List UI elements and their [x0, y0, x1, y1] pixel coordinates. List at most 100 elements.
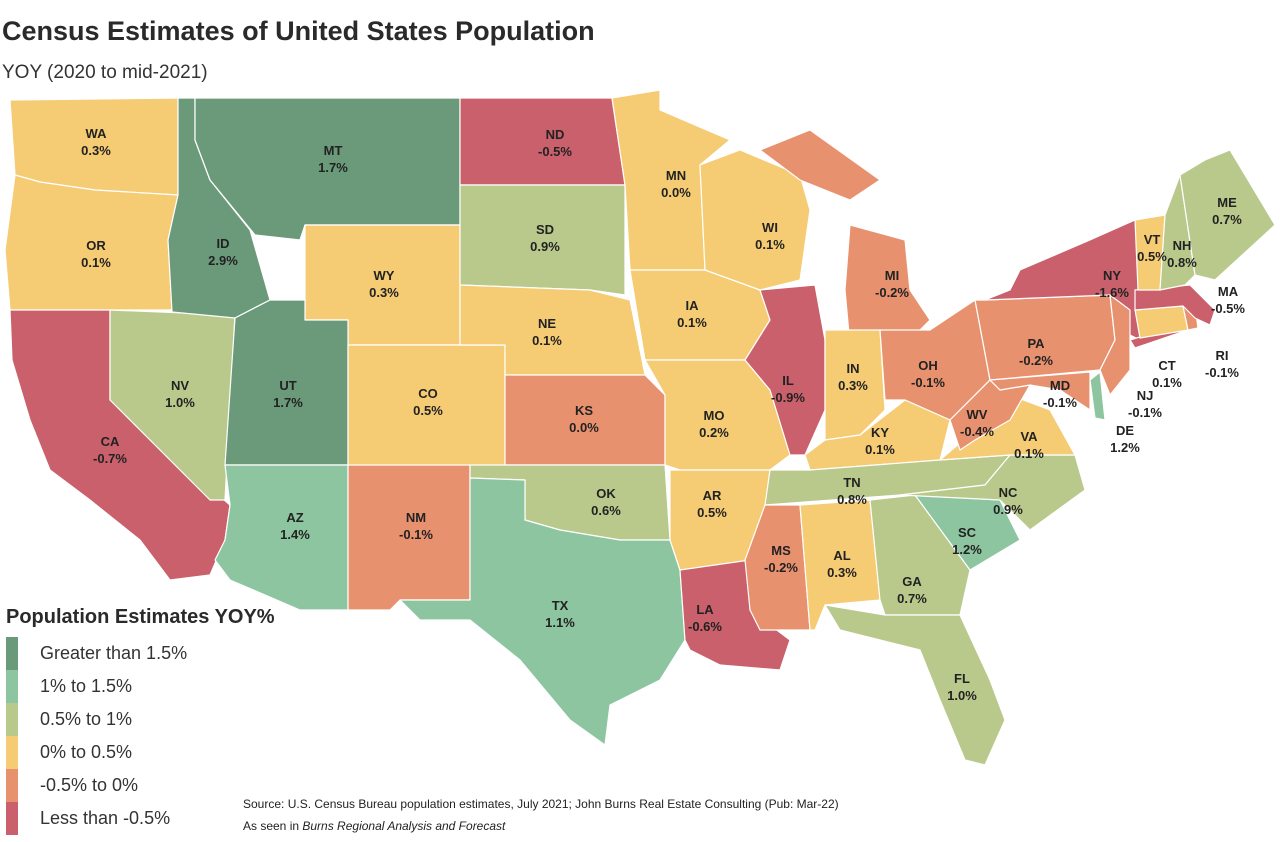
state-nj	[1099, 294, 1131, 396]
legend-swatch	[6, 802, 18, 835]
state-shape	[1089, 371, 1106, 421]
state-shape	[824, 604, 1006, 766]
state-value-label: 1.2%	[1110, 440, 1140, 455]
state-value-label: 1.2%	[952, 542, 982, 557]
state-value-label: -0.2%	[1019, 353, 1053, 368]
state-abbr-label: NM	[406, 510, 426, 525]
state-shape	[1159, 174, 1196, 291]
attribution-line: As seen in Burns Regional Analysis and F…	[243, 815, 839, 837]
state-shape	[1099, 294, 1131, 396]
state-shape	[459, 184, 626, 296]
state-il	[744, 284, 826, 456]
state-abbr-label: TN	[843, 475, 860, 490]
state-value-label: -0.7%	[93, 451, 127, 466]
state-fl	[824, 604, 1006, 766]
legend-item: 0.5% to 1%	[6, 703, 275, 736]
state-abbr-label: MO	[704, 408, 725, 423]
state-value-label: -0.2%	[875, 285, 909, 300]
state-value-label: 0.0%	[569, 420, 599, 435]
state-abbr-label: VA	[1020, 429, 1038, 444]
state-abbr-label: CA	[101, 434, 120, 449]
state-abbr-label: MA	[1218, 284, 1239, 299]
state-abbr-label: NJ	[1137, 388, 1154, 403]
state-shape	[399, 477, 686, 746]
source-line: Source: U.S. Census Bureau population es…	[243, 797, 839, 811]
state-value-label: 0.3%	[827, 565, 857, 580]
state-abbr-label: FL	[954, 671, 970, 686]
state-value-label: -0.1%	[911, 375, 945, 390]
state-value-label: 0.1%	[1152, 375, 1182, 390]
legend-label: Less than -0.5%	[40, 808, 171, 828]
state-value-label: -0.4%	[960, 424, 994, 439]
state-abbr-label: MN	[666, 168, 686, 183]
state-abbr-label: IA	[686, 298, 700, 313]
state-abbr-label: NE	[538, 316, 556, 331]
state-value-label: 0.3%	[369, 285, 399, 300]
state-shape	[744, 284, 826, 456]
state-value-label: 0.1%	[677, 315, 707, 330]
state-abbr-label: ME	[1217, 195, 1237, 210]
state-shape	[1179, 149, 1276, 281]
state-value-label: 0.3%	[838, 378, 868, 393]
state-value-label: -0.6%	[688, 619, 722, 634]
state-value-label: 0.1%	[755, 237, 785, 252]
state-shape	[459, 97, 626, 186]
state-value-label: 0.9%	[993, 502, 1023, 517]
state-value-label: 0.6%	[591, 503, 621, 518]
state-abbr-label: SC	[958, 525, 977, 540]
source-note: Source: U.S. Census Bureau population es…	[243, 793, 839, 837]
state-abbr-label: OH	[918, 358, 938, 373]
state-abbr-label: ID	[217, 236, 230, 251]
state-value-label: 0.2%	[699, 425, 729, 440]
legend-swatch	[6, 736, 18, 769]
state-abbr-label: RI	[1216, 348, 1229, 363]
state-abbr-label: MI	[885, 268, 899, 283]
state-value-label: -0.5%	[1211, 301, 1245, 316]
map-subtitle: YOY (2020 to mid-2021)	[2, 62, 208, 83]
state-value-label: -0.1%	[1128, 405, 1162, 420]
state-abbr-label: IL	[782, 373, 794, 388]
attribution-prefix: As seen in	[243, 819, 303, 833]
state-value-label: -0.5%	[538, 144, 572, 159]
state-value-label: 0.7%	[897, 591, 927, 606]
state-tx	[399, 477, 686, 746]
legend-item: 0% to 0.5%	[6, 736, 275, 769]
state-abbr-label: KS	[575, 403, 593, 418]
state-abbr-label: DE	[1116, 423, 1134, 438]
state-abbr-label: TX	[552, 598, 569, 613]
state-abbr-label: NY	[1103, 268, 1121, 283]
state-value-label: 0.5%	[697, 505, 727, 520]
state-value-label: -0.2%	[764, 560, 798, 575]
state-value-label: 1.1%	[545, 615, 575, 630]
legend-item: Less than -0.5%	[6, 802, 275, 835]
state-abbr-label: KY	[871, 425, 889, 440]
state-value-label: 0.5%	[413, 403, 443, 418]
legend: Population Estimates YOY% Greater than 1…	[6, 606, 275, 835]
state-value-label: 0.0%	[661, 185, 691, 200]
state-abbr-label: NC	[999, 485, 1018, 500]
state-value-label: 0.8%	[1167, 255, 1197, 270]
state-value-label: 0.1%	[865, 442, 895, 457]
state-md	[989, 371, 1091, 411]
state-abbr-label: NH	[1173, 238, 1192, 253]
state-abbr-label: VT	[1144, 232, 1161, 247]
map-title: Census Estimates of United States Popula…	[2, 16, 595, 46]
state-shape	[759, 129, 881, 201]
state-abbr-label: OK	[596, 486, 616, 501]
legend-item: -0.5% to 0%	[6, 769, 275, 802]
state-abbr-label: CT	[1158, 358, 1175, 373]
legend-label: 0.5% to 1%	[40, 709, 133, 729]
state-wi	[699, 149, 811, 291]
state-sd	[459, 184, 626, 296]
state-abbr-label: AR	[703, 488, 722, 503]
state-abbr-label: GA	[902, 574, 922, 589]
state-abbr-label: ND	[546, 127, 565, 142]
state-de	[1089, 371, 1106, 421]
state-value-label: 0.3%	[81, 143, 111, 158]
state-value-label: -1.6%	[1095, 285, 1129, 300]
state-me	[1179, 149, 1276, 281]
state-shape	[989, 371, 1091, 411]
state-abbr-label: WV	[967, 407, 988, 422]
state-abbr-label: OR	[86, 238, 106, 253]
